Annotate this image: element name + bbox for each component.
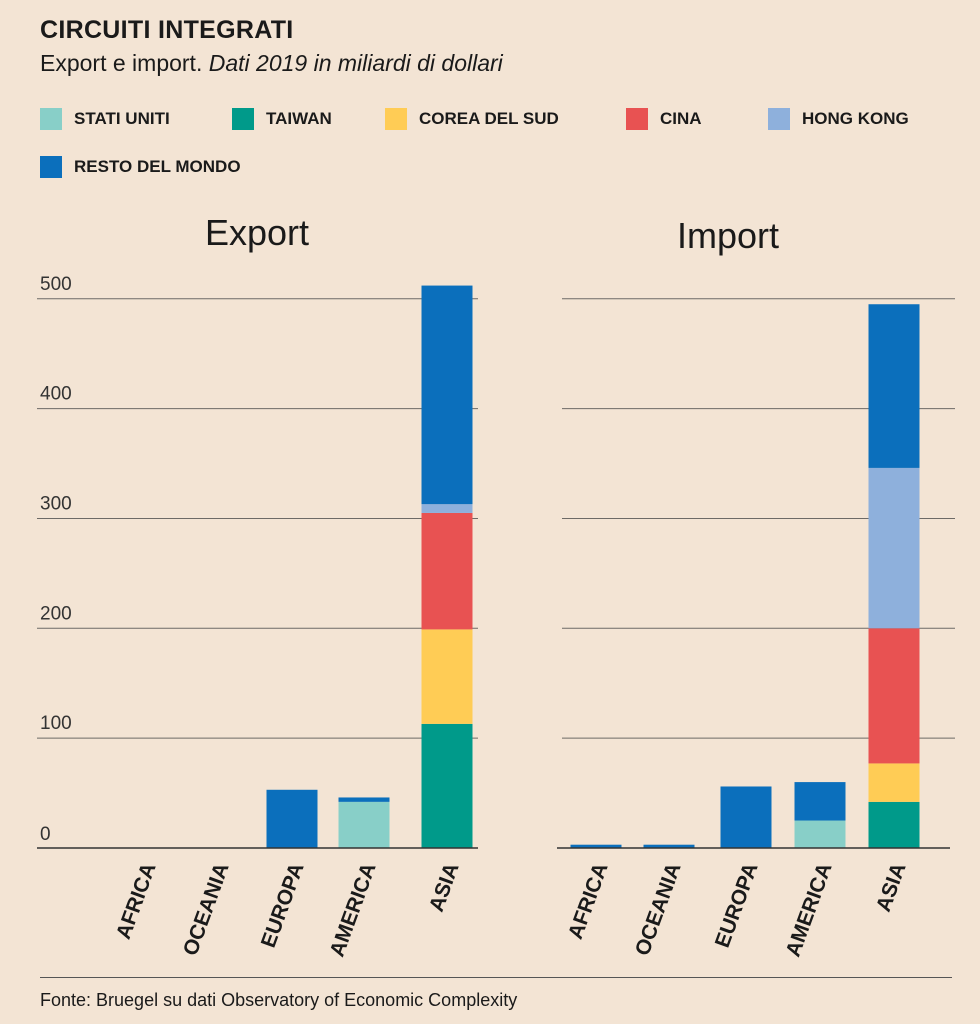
- import-bar-america-resto-del-mondo: [794, 782, 846, 821]
- legend-item-resto-del-mondo: RESTO DEL MONDO: [40, 156, 241, 178]
- legend-swatch: [385, 108, 407, 130]
- subtitle-italic: Dati 2019 in miliardi di dollari: [208, 50, 503, 76]
- source-note: Fonte: Bruegel su dati Observatory of Ec…: [40, 990, 518, 1010]
- export-bar-europa-resto-del-mondo: [266, 789, 318, 848]
- y-tick-label-400: 400: [40, 384, 72, 405]
- legend-swatch: [40, 156, 62, 178]
- legend-label: RESTO DEL MONDO: [74, 157, 241, 176]
- import-bar-asia-resto-del-mondo: [868, 304, 920, 468]
- import-bar-oceania-resto-del-mondo: [643, 844, 695, 848]
- legend-label: COREA DEL SUD: [419, 109, 559, 128]
- export-category-label-asia: ASIA: [425, 860, 464, 915]
- y-tick-label-200: 200: [40, 603, 72, 624]
- legend-item-taiwan: TAIWAN: [232, 108, 332, 130]
- import-bar-asia-corea-del-sud: [868, 763, 920, 802]
- legend-item-hong-kong: HONG KONG: [768, 108, 909, 130]
- legend-label: HONG KONG: [802, 109, 909, 128]
- export-category-label-oceania: OCEANIA: [179, 860, 234, 959]
- charts-area: Export 0 100 200 300 400 500 AFRICA OCEANIA EUROP…: [37, 212, 955, 960]
- subtitle-main: Export e import.: [40, 50, 203, 76]
- import-chart-title: Import: [677, 215, 779, 256]
- import-bar-america-stati-uniti: [794, 820, 846, 848]
- y-tick-label-500: 500: [40, 274, 72, 295]
- export-bar-asia-cina: [421, 512, 473, 630]
- import-bar-europa-resto-del-mondo: [720, 786, 772, 848]
- legend-label: TAIWAN: [266, 109, 332, 128]
- import-category-label-america: AMERICA: [782, 860, 837, 960]
- legend-swatch: [626, 108, 648, 130]
- import-bar-asia-cina: [868, 628, 920, 764]
- legend-swatch: [232, 108, 254, 130]
- export-bar-asia-resto-del-mondo: [421, 285, 473, 505]
- export-category-label-america: AMERICA: [326, 860, 381, 960]
- export-chart-title: Export: [205, 212, 309, 253]
- import-bar-asia-taiwan: [868, 801, 920, 848]
- export-bar-asia-taiwan: [421, 723, 473, 848]
- legend-label: STATI UNITI: [74, 109, 170, 128]
- footer-divider: [40, 977, 952, 978]
- export-bar-america-resto-del-mondo: [338, 797, 390, 802]
- legend-item-corea-del-sud: COREA DEL SUD: [385, 108, 559, 130]
- import-category-label-europa: EUROPA: [711, 860, 763, 951]
- y-tick-label-300: 300: [40, 493, 72, 514]
- chart-subtitle: Export e import. Dati 2019 in miliardi d…: [40, 50, 503, 77]
- chart-title: CIRCUITI INTEGRATI: [40, 16, 294, 44]
- legend-item-cina: CINA: [626, 108, 702, 130]
- export-category-label-europa: EUROPA: [257, 860, 309, 951]
- export-bar-asia-corea-del-sud: [421, 629, 473, 724]
- legend-label: CINA: [660, 109, 702, 128]
- y-tick-label-100: 100: [40, 713, 72, 734]
- y-tick-label-0: 0: [40, 824, 51, 845]
- import-bar-africa-resto-del-mondo: [570, 844, 622, 848]
- legend-swatch: [768, 108, 790, 130]
- import-category-label-oceania: OCEANIA: [631, 860, 686, 959]
- import-bar-asia-hong-kong: [868, 467, 920, 629]
- legend-swatch: [40, 108, 62, 130]
- export-bar-asia-hong-kong: [421, 504, 473, 513]
- legend-item-stati-uniti: STATI UNITI: [40, 108, 170, 130]
- import-category-label-asia: ASIA: [872, 860, 911, 915]
- import-category-label-africa: AFRICA: [564, 860, 613, 942]
- export-category-label-africa: AFRICA: [112, 860, 161, 942]
- export-bar-america-stati-uniti: [338, 801, 390, 848]
- legend: STATI UNITI TAIWAN COREA DEL SUD CINA HO…: [40, 108, 960, 188]
